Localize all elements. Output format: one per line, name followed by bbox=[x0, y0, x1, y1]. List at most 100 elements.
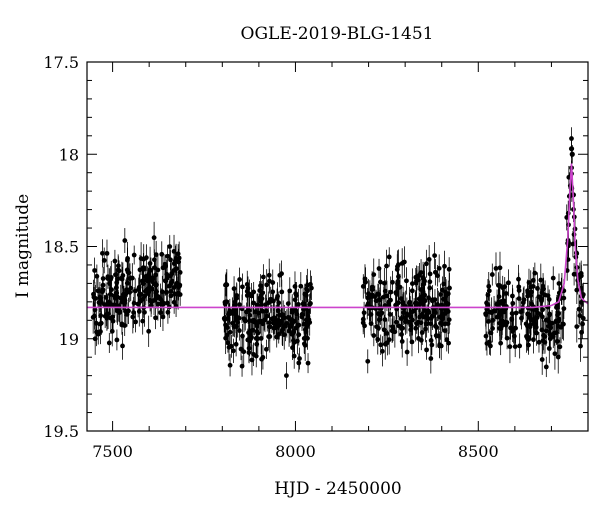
data-point bbox=[511, 333, 517, 339]
x-tick-label: 7500 bbox=[92, 442, 133, 461]
data-point bbox=[570, 241, 576, 247]
data-point bbox=[574, 324, 580, 330]
data-point bbox=[279, 329, 285, 334]
data-point bbox=[233, 341, 239, 347]
data-point bbox=[516, 288, 522, 293]
data-point bbox=[240, 333, 245, 339]
data-point bbox=[531, 319, 537, 325]
data-point bbox=[503, 322, 509, 328]
data-point bbox=[294, 338, 300, 344]
data-point bbox=[388, 289, 394, 295]
data-point bbox=[365, 358, 371, 364]
data-point bbox=[175, 251, 181, 257]
data-point bbox=[512, 344, 518, 349]
data-point bbox=[122, 298, 128, 303]
data-point bbox=[378, 279, 383, 285]
data-point bbox=[240, 284, 245, 290]
data-point bbox=[230, 348, 236, 354]
data-point bbox=[392, 329, 398, 335]
data-point bbox=[536, 294, 542, 300]
data-point bbox=[560, 321, 565, 327]
y-tick-label: 19 bbox=[59, 330, 79, 349]
data-point bbox=[104, 250, 110, 256]
data-point bbox=[429, 342, 435, 348]
data-point bbox=[390, 279, 395, 285]
data-point bbox=[531, 337, 536, 343]
data-point bbox=[518, 309, 524, 315]
data-point bbox=[126, 308, 131, 314]
data-point bbox=[151, 235, 157, 241]
data-point bbox=[162, 261, 168, 267]
data-point bbox=[445, 321, 451, 327]
data-point bbox=[264, 313, 270, 319]
data-point bbox=[165, 253, 171, 259]
data-point bbox=[290, 320, 296, 326]
y-tick-label: 19.5 bbox=[43, 422, 79, 441]
data-point bbox=[239, 363, 245, 369]
data-point bbox=[375, 291, 381, 297]
data-point bbox=[233, 317, 239, 323]
data-point bbox=[557, 344, 563, 350]
data-point bbox=[438, 292, 443, 297]
data-point bbox=[258, 336, 264, 341]
data-point bbox=[510, 300, 516, 306]
data-point bbox=[236, 328, 242, 333]
data-point bbox=[98, 329, 103, 334]
data-point bbox=[250, 327, 255, 333]
data-point bbox=[246, 336, 252, 342]
data-point bbox=[146, 328, 152, 334]
y-tick-label: 18.5 bbox=[43, 238, 79, 257]
data-point bbox=[295, 322, 301, 328]
data-point bbox=[298, 283, 304, 289]
data-point bbox=[171, 268, 177, 273]
data-point bbox=[137, 298, 143, 304]
data-point bbox=[442, 263, 447, 269]
data-point bbox=[547, 336, 553, 342]
data-point bbox=[556, 310, 561, 316]
data-point bbox=[140, 318, 146, 324]
data-point bbox=[532, 270, 538, 276]
data-point bbox=[526, 280, 532, 285]
data-point bbox=[541, 333, 546, 338]
data-point bbox=[417, 301, 422, 307]
data-point bbox=[145, 278, 150, 283]
data-point bbox=[437, 343, 442, 349]
data-point bbox=[554, 338, 560, 344]
data-point bbox=[569, 136, 574, 141]
data-point bbox=[513, 325, 518, 331]
data-point bbox=[434, 324, 440, 330]
data-point bbox=[574, 287, 580, 293]
data-point bbox=[131, 300, 137, 306]
data-point bbox=[271, 316, 277, 321]
data-point bbox=[408, 327, 414, 333]
data-point bbox=[223, 282, 229, 287]
data-point bbox=[109, 287, 114, 293]
data-point bbox=[164, 275, 170, 281]
data-point bbox=[414, 278, 419, 284]
data-point bbox=[244, 293, 250, 298]
data-point bbox=[398, 296, 404, 302]
data-point bbox=[552, 351, 558, 357]
data-point bbox=[124, 280, 130, 286]
data-point bbox=[225, 340, 231, 346]
data-point bbox=[445, 291, 451, 297]
data-point bbox=[131, 310, 136, 315]
data-point bbox=[425, 308, 431, 314]
data-point bbox=[257, 288, 263, 293]
data-point bbox=[97, 294, 103, 300]
data-point bbox=[362, 276, 368, 282]
data-point bbox=[386, 254, 392, 260]
data-point bbox=[376, 317, 382, 323]
data-point bbox=[509, 311, 515, 316]
data-point bbox=[384, 340, 390, 346]
data-point bbox=[140, 278, 145, 284]
data-point bbox=[270, 289, 276, 295]
data-point bbox=[267, 324, 273, 330]
data-point bbox=[407, 299, 413, 305]
data-point bbox=[446, 317, 452, 323]
data-point bbox=[488, 343, 493, 349]
data-point bbox=[376, 325, 381, 331]
data-point bbox=[555, 354, 561, 360]
data-point bbox=[435, 273, 441, 279]
data-point bbox=[534, 314, 540, 320]
